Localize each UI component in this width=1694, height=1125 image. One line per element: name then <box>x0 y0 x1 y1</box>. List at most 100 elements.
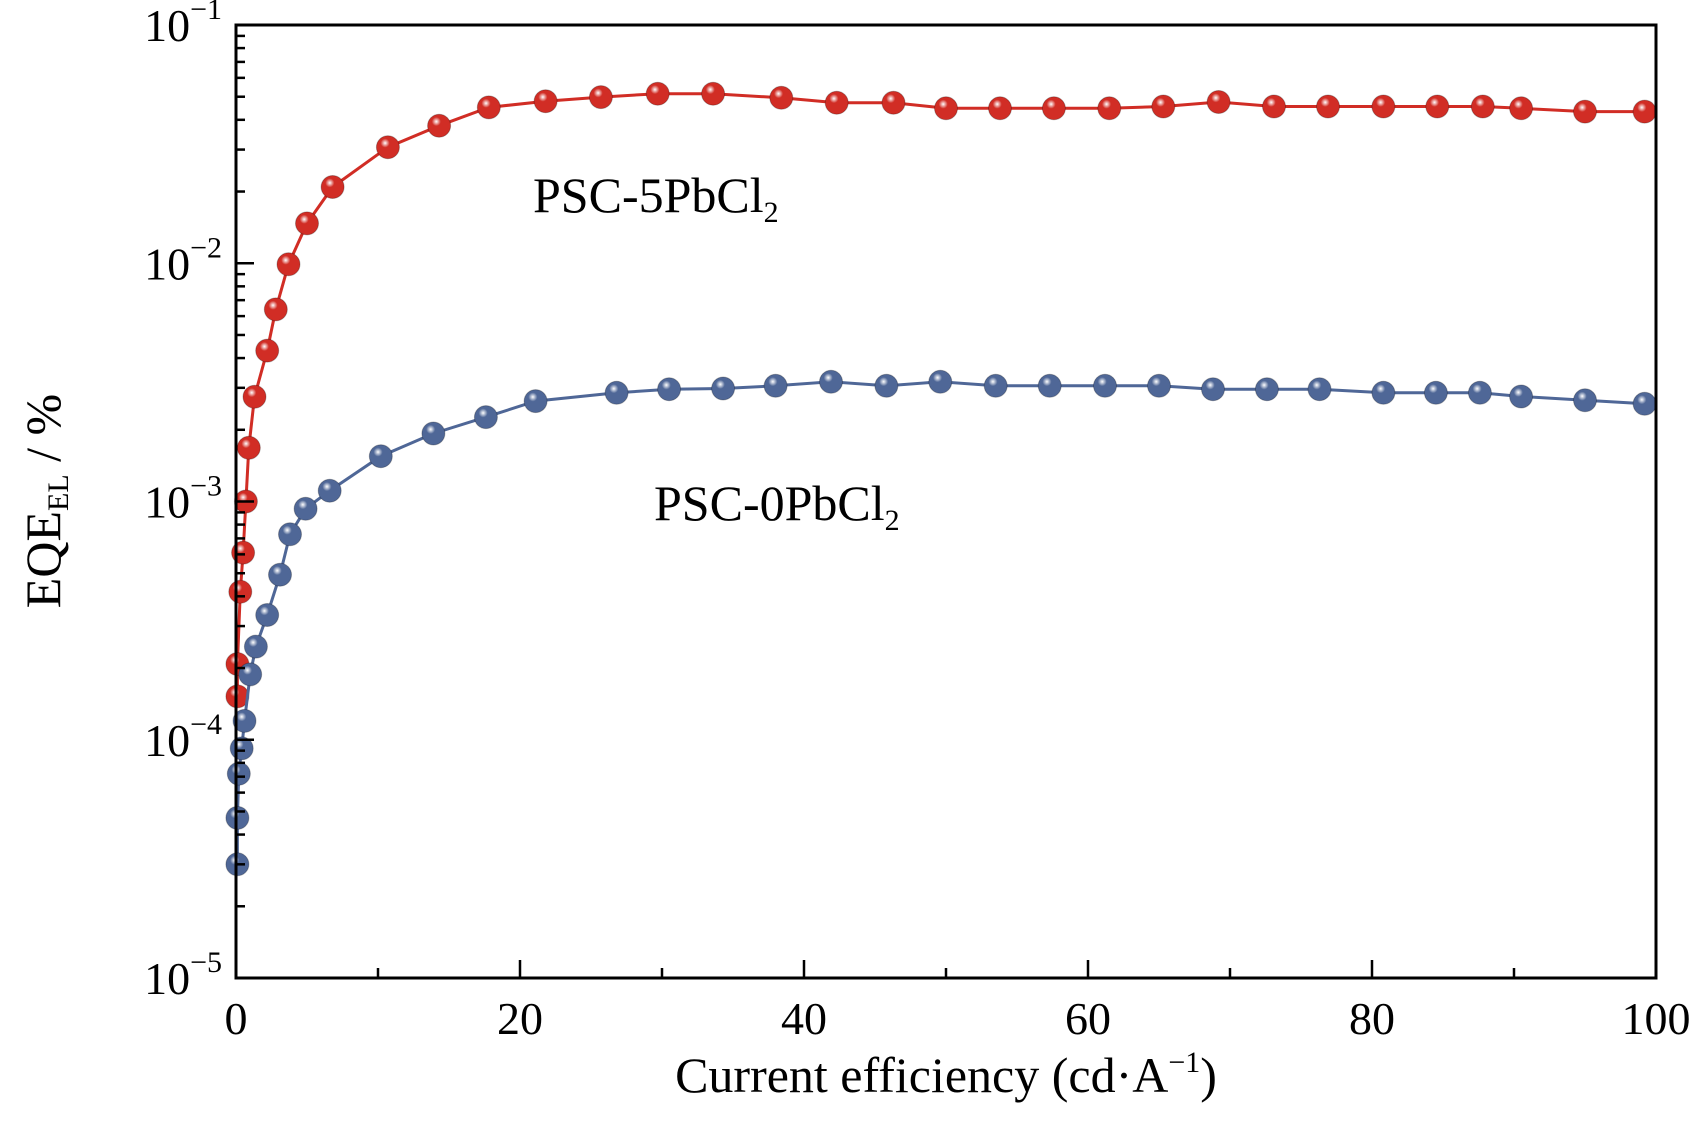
data-point <box>1632 391 1657 416</box>
data-point <box>1201 377 1225 402</box>
data-point <box>1307 377 1332 402</box>
data-point <box>533 89 558 114</box>
data-point <box>278 522 302 547</box>
series-label-psc-0pbcl2: PSC-0PbCl2 <box>654 475 900 537</box>
y-tick-exponent: −3 <box>190 470 222 503</box>
y-tick-base: 10 <box>144 715 190 766</box>
series-label-psc-0pbcl2-sub: 2 <box>885 504 900 537</box>
series-layer <box>225 81 1657 877</box>
data-point <box>1097 96 1122 121</box>
y-tick-label: 10−2 <box>144 231 222 289</box>
data-point <box>320 175 345 199</box>
data-point <box>523 389 548 414</box>
y-tick-base: 10 <box>144 477 190 528</box>
series-label-psc-5pbcl2-sub: 2 <box>764 196 779 229</box>
x-tick-label: 0 <box>225 993 248 1044</box>
data-point <box>874 373 899 398</box>
data-point <box>881 90 906 115</box>
y-tick-base: 10 <box>144 0 190 51</box>
data-point <box>226 761 251 786</box>
data-point <box>1151 94 1176 119</box>
x-tick-label: 20 <box>497 993 543 1044</box>
y-tick-label: 10−4 <box>144 708 222 766</box>
y-tick-label: 10−5 <box>144 946 222 1004</box>
plot-frame <box>234 23 1658 980</box>
data-point <box>242 384 267 409</box>
data-point <box>1632 99 1657 124</box>
data-point <box>317 478 342 503</box>
data-point <box>238 662 263 687</box>
data-point <box>988 96 1012 121</box>
data-point <box>421 421 446 446</box>
y-tick-exponent: −1 <box>190 0 222 26</box>
y-axis-label: EQEEL / % <box>15 394 75 608</box>
series-line <box>235 380 1645 865</box>
data-point <box>763 373 788 398</box>
x-axis-label-end: ) <box>1200 1047 1217 1103</box>
ticks-layer <box>234 23 1658 980</box>
x-tick-label: 40 <box>781 993 827 1044</box>
data-point <box>1425 94 1450 119</box>
x-tick-label: 60 <box>1065 993 1111 1044</box>
data-point <box>657 377 682 402</box>
data-point <box>1041 96 1066 121</box>
data-point <box>255 338 280 363</box>
x-axis-label-sup: −1 <box>1168 1046 1200 1079</box>
data-point <box>1316 94 1340 119</box>
data-point <box>769 85 794 110</box>
data-point <box>276 252 301 277</box>
data-point <box>1371 380 1396 405</box>
data-point <box>983 373 1008 398</box>
data-point <box>295 211 319 236</box>
data-point <box>427 113 452 138</box>
data-point <box>1509 384 1534 409</box>
data-point <box>232 708 257 733</box>
data-point <box>368 444 393 469</box>
data-point <box>476 95 501 120</box>
data-point <box>1573 388 1597 413</box>
data-point <box>824 90 849 115</box>
y-tick-exponent: −4 <box>190 708 222 741</box>
x-tick-label: 100 <box>1622 993 1691 1044</box>
y-axis-label-main: EQE <box>15 511 71 608</box>
data-point <box>473 405 498 430</box>
x-axis-label-main: Current efficiency (cd·A <box>675 1047 1168 1103</box>
y-tick-base: 10 <box>144 238 190 289</box>
data-point <box>1147 373 1171 398</box>
y-tick-base: 10 <box>144 953 190 1004</box>
data-point <box>1262 94 1286 119</box>
data-point <box>711 376 736 401</box>
data-point <box>604 380 629 405</box>
x-tick-label: 80 <box>1349 993 1395 1044</box>
series-label-psc-5pbcl2-main: PSC-5PbCl <box>533 167 764 223</box>
x-axis-label: Current efficiency (cd·A−1) <box>675 1046 1217 1103</box>
data-point <box>645 81 670 106</box>
data-point <box>236 435 261 460</box>
data-point <box>263 297 288 322</box>
y-tick-label: 10−1 <box>144 0 222 51</box>
data-point <box>243 634 268 659</box>
data-point <box>1467 380 1492 405</box>
data-point <box>1423 380 1448 405</box>
data-point <box>588 85 613 110</box>
data-point <box>255 603 280 627</box>
data-point <box>934 96 958 121</box>
data-point <box>1371 94 1396 119</box>
y-tick-exponent: −5 <box>190 946 222 979</box>
data-point <box>1037 373 1062 398</box>
y-tick-exponent: −2 <box>190 231 222 264</box>
data-point <box>268 562 292 587</box>
series-label-psc-5pbcl2: PSC-5PbCl2 <box>533 167 779 229</box>
data-point <box>1093 373 1117 398</box>
data-point <box>293 496 318 521</box>
data-point <box>701 81 726 106</box>
y-axis-label-sub: EL <box>42 474 75 511</box>
data-point <box>1470 94 1495 119</box>
data-point <box>228 579 253 604</box>
data-point <box>1573 99 1597 124</box>
data-point <box>1509 96 1534 121</box>
y-axis-label-end: / % <box>15 394 71 475</box>
series-label-psc-0pbcl2-main: PSC-0PbCl <box>654 475 885 531</box>
data-point <box>1254 377 1279 402</box>
